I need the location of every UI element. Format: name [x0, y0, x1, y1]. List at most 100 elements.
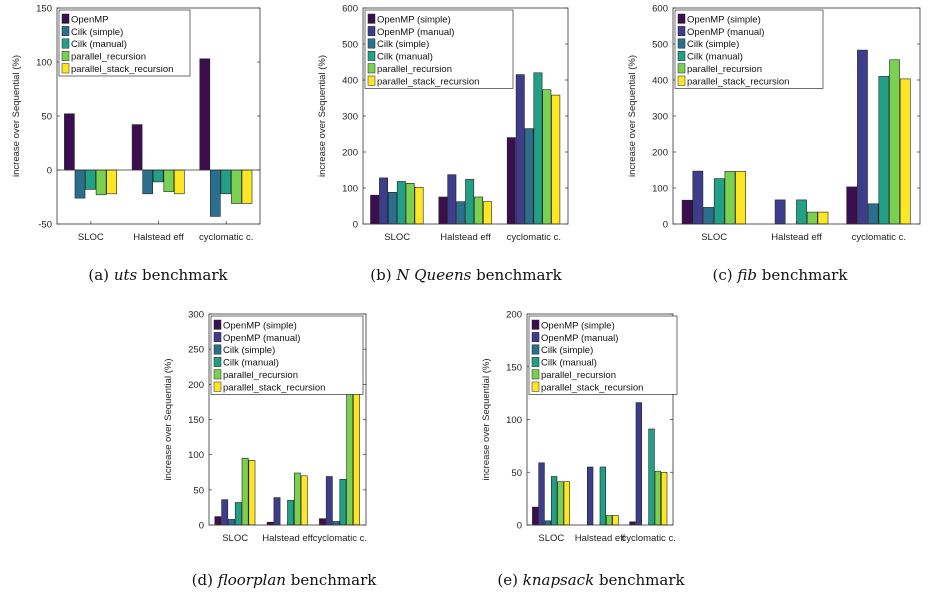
caption-benchmark-name: N Queens	[395, 266, 471, 284]
bar	[735, 171, 746, 225]
legend-entry: Cilk (manual)	[223, 358, 279, 369]
legend-entry: parallel_recursion	[687, 64, 762, 75]
bar	[210, 169, 221, 217]
y-tick-label: 300	[652, 112, 668, 123]
y-tick-label: 0	[663, 220, 668, 231]
y-axis-label: increase over Sequential (%)	[627, 55, 638, 177]
legend-entry: parallel_stack_recursion	[377, 76, 479, 87]
y-tick-label: 150	[188, 415, 204, 426]
y-tick-label: 400	[342, 76, 358, 87]
bar	[550, 476, 558, 526]
legend-entry: parallel_stack_recursion	[687, 76, 789, 87]
legend-entry: parallel_recursion	[71, 52, 146, 63]
bar	[563, 481, 570, 526]
bar	[447, 174, 457, 225]
bar	[899, 78, 911, 225]
bar	[95, 169, 107, 196]
legend-entry: Cilk (simple)	[377, 39, 429, 50]
legend-entry: OpenMP (simple)	[223, 320, 297, 331]
bar	[474, 196, 483, 225]
bar	[605, 515, 613, 526]
bar	[234, 502, 242, 526]
figure-caption: (a) uts benchmark	[88, 266, 228, 284]
y-tick-label: 50	[193, 485, 204, 496]
caption-suffix: benchmark	[757, 266, 848, 284]
caption-suffix: benchmark	[594, 571, 685, 589]
y-axis-label: increase over Sequential (%)	[481, 359, 492, 481]
legend-swatch	[367, 75, 376, 86]
bar	[85, 169, 96, 190]
y-axis-label: increase over Sequential (%)	[11, 55, 22, 177]
caption-benchmark-name: uts	[114, 266, 138, 284]
bar	[131, 124, 143, 171]
legend-swatch	[213, 319, 222, 330]
legend-entry: parallel_stack_recursion	[223, 382, 325, 393]
bar	[248, 459, 256, 526]
legend-entry: OpenMP (manual)	[541, 333, 618, 344]
bar	[174, 169, 185, 195]
y-tick-label: 150	[506, 362, 522, 373]
caption-prefix: (e)	[497, 571, 522, 589]
legend-entry: parallel_recursion	[541, 370, 616, 381]
legend-entry: Cilk (simple)	[71, 27, 123, 38]
x-category-label: cyclomatic c.	[852, 232, 906, 243]
legend-entry: Cilk (manual)	[377, 52, 433, 63]
y-tick-label: 100	[342, 184, 358, 195]
y-tick-label: 200	[506, 310, 522, 321]
x-category-label: cyclomatic c.	[199, 232, 253, 243]
bar	[599, 466, 606, 526]
x-category-label: SLOC	[538, 533, 564, 544]
legend-swatch	[61, 26, 70, 37]
legend-entry: OpenMP (simple)	[687, 14, 761, 25]
caption-benchmark-name: floorplan	[217, 571, 286, 589]
legend-box	[674, 9, 824, 89]
y-tick-label: 300	[342, 112, 358, 123]
caption-suffix: benchmark	[471, 266, 562, 284]
bar	[586, 466, 594, 526]
legend-entry: OpenMP	[71, 14, 109, 25]
x-category-label: Halstead eff	[262, 533, 313, 544]
legend-swatch	[677, 63, 686, 74]
bar	[405, 183, 415, 225]
bar	[465, 179, 475, 225]
bar	[163, 169, 175, 192]
legend-entry: Cilk (manual)	[541, 358, 597, 369]
legend-entry: Cilk (simple)	[541, 345, 593, 356]
y-tick-label: 100	[506, 415, 522, 426]
bar	[506, 137, 516, 225]
bar	[515, 74, 525, 225]
bar	[544, 520, 551, 526]
y-tick-label: 100	[652, 184, 668, 195]
legend-entry: Cilk (manual)	[687, 52, 743, 63]
y-axis-label: increase over Sequential (%)	[163, 359, 174, 481]
bar	[199, 58, 211, 171]
bar	[703, 207, 714, 225]
legend-swatch	[213, 356, 222, 367]
y-tick-label: 400	[652, 76, 668, 87]
bar	[857, 49, 868, 225]
legend-swatch	[677, 13, 686, 24]
legend-entry: parallel_recursion	[223, 370, 298, 381]
figure-caption: (d) floorplan benchmark	[192, 571, 378, 589]
bar	[379, 177, 388, 225]
y-tick-label: 0	[353, 220, 358, 231]
legend-swatch	[213, 381, 222, 392]
legend-entry: parallel_recursion	[377, 64, 452, 75]
legend-swatch	[677, 38, 686, 49]
legend: OpenMP Cilk (simple)Cilk (manual) parallel…	[58, 9, 191, 77]
legend: OpenMP (simple) OpenMP (manual)Cilk (simp…	[528, 315, 678, 395]
legend: OpenMP (simple) OpenMP (manual)Cilk (simp…	[674, 9, 824, 89]
bar	[228, 519, 235, 526]
bar	[796, 199, 807, 225]
figure-caption: (e) knapsack benchmark	[497, 571, 685, 589]
legend: OpenMP (simple) OpenMP (manual)Cilk (simp…	[364, 9, 514, 89]
y-tick-label: 100	[188, 450, 204, 461]
bar	[532, 506, 539, 526]
bar	[332, 521, 340, 526]
y-tick-label: 200	[652, 148, 668, 159]
bar	[660, 471, 668, 526]
y-tick-label: 200	[188, 380, 204, 391]
x-category-label: Halstead eff	[133, 232, 184, 243]
legend-swatch	[531, 319, 540, 330]
